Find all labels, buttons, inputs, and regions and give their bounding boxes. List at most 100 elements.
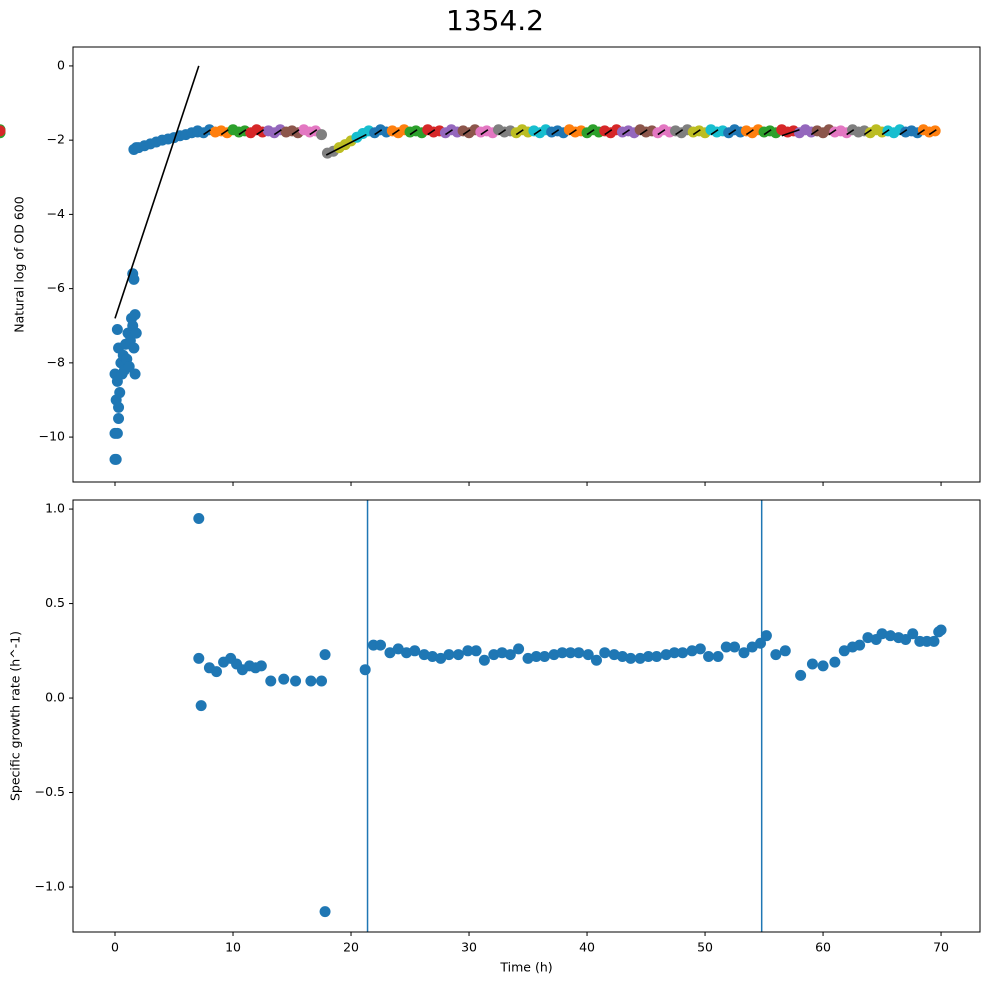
data-point <box>478 654 490 666</box>
fit-line <box>551 129 560 136</box>
fit-line <box>409 129 418 136</box>
data-point <box>712 650 724 662</box>
data-point <box>660 649 672 661</box>
data-point <box>634 652 646 664</box>
y-tick-label: −1.0 <box>35 879 65 894</box>
y-tick-label: −0.5 <box>35 784 65 799</box>
data-point <box>854 639 866 651</box>
data-point <box>319 649 331 661</box>
data-point <box>829 656 841 668</box>
data-point <box>582 649 594 661</box>
data-point <box>128 342 140 354</box>
data-point <box>548 649 560 661</box>
data-point <box>210 666 222 678</box>
data-point <box>539 650 551 662</box>
fit-line <box>480 129 489 136</box>
fit-line <box>881 129 890 136</box>
data-point <box>0 125 6 137</box>
y-tick-label: −6 <box>47 280 65 295</box>
fit-line <box>586 129 595 136</box>
data-point <box>884 630 896 642</box>
data-point <box>907 628 919 640</box>
data-point <box>111 427 123 439</box>
fit-line <box>291 129 300 136</box>
y-tick-label: 0.0 <box>45 690 65 705</box>
data-point <box>488 649 500 661</box>
data-point <box>255 660 267 672</box>
x-tick-label: 50 <box>697 940 713 955</box>
data-point <box>755 637 767 649</box>
fit-line <box>114 65 200 319</box>
data-point <box>129 368 141 380</box>
fit-line <box>427 129 436 136</box>
fit-line <box>745 129 754 136</box>
data-point <box>128 273 140 285</box>
data-point <box>760 630 772 642</box>
y-tick-label: −2 <box>47 132 65 147</box>
data-point <box>651 650 663 662</box>
y-tick-label: −8 <box>47 354 65 369</box>
data-point <box>677 647 689 659</box>
data-point <box>795 669 807 681</box>
y-tick-label: 1.0 <box>45 501 65 516</box>
data-point <box>513 643 525 655</box>
y-tick-label: −10 <box>39 429 65 444</box>
x-tick-label: 60 <box>815 940 831 955</box>
data-point <box>123 361 135 373</box>
x-tick-label: 10 <box>225 940 241 955</box>
data-point <box>375 639 387 651</box>
data-point <box>779 645 791 657</box>
data-point <box>935 624 947 636</box>
data-point <box>409 645 421 657</box>
data-point <box>928 635 940 647</box>
data-point <box>504 649 516 661</box>
fit-line <box>309 129 318 136</box>
y-axis-label: Natural log of OD 600 <box>12 196 27 332</box>
data-point <box>462 645 474 657</box>
fit-line <box>675 129 684 136</box>
fit-line <box>444 129 453 136</box>
data-point <box>319 906 331 918</box>
fit-line <box>692 129 701 136</box>
fit-line <box>533 129 542 136</box>
fit-line <box>828 129 837 136</box>
data-point <box>817 660 829 672</box>
data-point <box>746 641 758 653</box>
data-point <box>110 453 122 465</box>
data-point <box>130 327 142 339</box>
data-point <box>305 675 317 687</box>
data-point <box>770 649 782 661</box>
x-axis-label: Time (h) <box>499 960 552 975</box>
axes-frame <box>72 46 981 483</box>
data-point <box>470 645 482 657</box>
data-point <box>694 643 706 655</box>
figure-title: 1354.2 <box>446 4 544 37</box>
fit-line <box>657 129 666 136</box>
fit-line <box>863 129 872 136</box>
data-point <box>642 650 654 662</box>
data-point <box>384 647 396 659</box>
data-point <box>265 675 277 687</box>
data-point <box>114 387 126 399</box>
y-tick-label: 0.5 <box>45 595 65 610</box>
data-point <box>435 652 447 664</box>
data-point <box>426 650 438 662</box>
fit-line <box>498 129 507 136</box>
data-point <box>316 129 328 141</box>
fit-line <box>325 133 367 156</box>
data-point <box>876 628 888 640</box>
data-point <box>729 641 741 653</box>
x-tick-label: 20 <box>343 940 359 955</box>
y-tick-label: 0 <box>57 57 65 72</box>
data-point <box>686 645 698 657</box>
data-point <box>838 645 850 657</box>
fit-line <box>899 129 908 136</box>
fit-line <box>515 129 524 136</box>
data-point <box>573 647 585 659</box>
fit-line <box>391 129 400 136</box>
data-point <box>522 652 534 664</box>
fit-line <box>639 129 648 136</box>
data-point <box>862 632 874 644</box>
